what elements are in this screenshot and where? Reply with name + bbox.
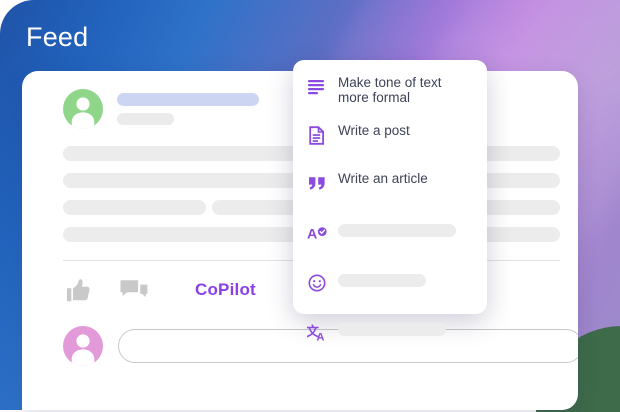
- menu-item-label: Write an article: [338, 171, 428, 186]
- menu-item-translate[interactable]: 文 A: [293, 320, 487, 356]
- menu-item-emoji[interactable]: [293, 271, 487, 307]
- spellcheck-icon: A: [307, 222, 327, 244]
- copilot-label[interactable]: CoPilot: [195, 280, 256, 299]
- like-button[interactable]: [63, 276, 93, 304]
- avatar: [63, 326, 103, 366]
- post-body-line: [63, 200, 206, 215]
- menu-item-write-a-post[interactable]: Write a post: [293, 123, 487, 159]
- svg-text:A: A: [307, 226, 317, 241]
- person-avatar-icon: [71, 97, 95, 129]
- menu-item-make-tone-formal[interactable]: Make tone of text more formal: [293, 75, 487, 111]
- menu-item-label: Write a post: [338, 123, 410, 138]
- svg-text:A: A: [317, 331, 325, 341]
- document-icon: [307, 124, 327, 146]
- comment-bubbles-icon: [120, 280, 148, 298]
- thumbs-up-icon: [67, 278, 90, 301]
- menu-item-placeholder: [338, 323, 446, 336]
- menu-item-placeholder: [338, 274, 426, 287]
- author-name-placeholder: [117, 93, 259, 106]
- text-lines-icon: [307, 76, 327, 98]
- comment-button[interactable]: [119, 276, 149, 304]
- person-avatar-icon: [71, 334, 95, 366]
- menu-item-spellcheck[interactable]: A: [293, 221, 487, 257]
- avatar: [63, 89, 103, 129]
- post-author-placeholders: [117, 93, 259, 125]
- translate-icon: 文 A: [307, 321, 327, 343]
- menu-item-placeholder: [338, 224, 456, 237]
- author-subtitle-placeholder: [117, 113, 174, 125]
- menu-item-write-an-article[interactable]: Write an article: [293, 171, 487, 207]
- quote-icon: [307, 172, 327, 194]
- copilot-menu: Make tone of text more formal Write a po…: [293, 60, 487, 342]
- svg-text:文: 文: [307, 323, 319, 339]
- post-action-row: CoPilot: [63, 276, 256, 304]
- emoji-smiley-icon: [307, 272, 327, 294]
- post-header: [63, 89, 259, 129]
- page-title: Feed: [26, 22, 89, 52]
- menu-item-label: Make tone of text more formal: [338, 75, 442, 105]
